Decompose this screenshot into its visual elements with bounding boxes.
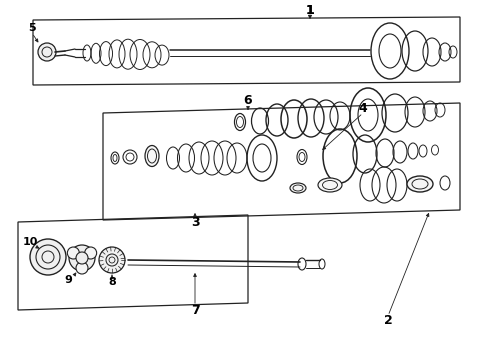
Ellipse shape — [290, 183, 306, 193]
Circle shape — [109, 257, 115, 263]
Circle shape — [85, 247, 97, 259]
Ellipse shape — [145, 145, 159, 166]
Text: 8: 8 — [108, 277, 116, 287]
Ellipse shape — [318, 178, 342, 192]
Text: 7: 7 — [191, 303, 199, 316]
Circle shape — [69, 245, 95, 271]
Circle shape — [76, 262, 88, 274]
Text: 6: 6 — [244, 94, 252, 107]
Text: 9: 9 — [64, 275, 72, 285]
Circle shape — [99, 247, 125, 273]
Circle shape — [67, 247, 79, 259]
Circle shape — [76, 252, 88, 264]
Text: 3: 3 — [191, 216, 199, 229]
Text: 10: 10 — [23, 237, 38, 247]
Circle shape — [30, 239, 66, 275]
Ellipse shape — [407, 176, 433, 192]
Text: 1: 1 — [306, 4, 315, 17]
Text: 5: 5 — [28, 23, 36, 33]
Text: 2: 2 — [384, 314, 392, 327]
Text: 4: 4 — [359, 102, 368, 114]
Text: 1: 1 — [306, 4, 315, 17]
Circle shape — [38, 43, 56, 61]
